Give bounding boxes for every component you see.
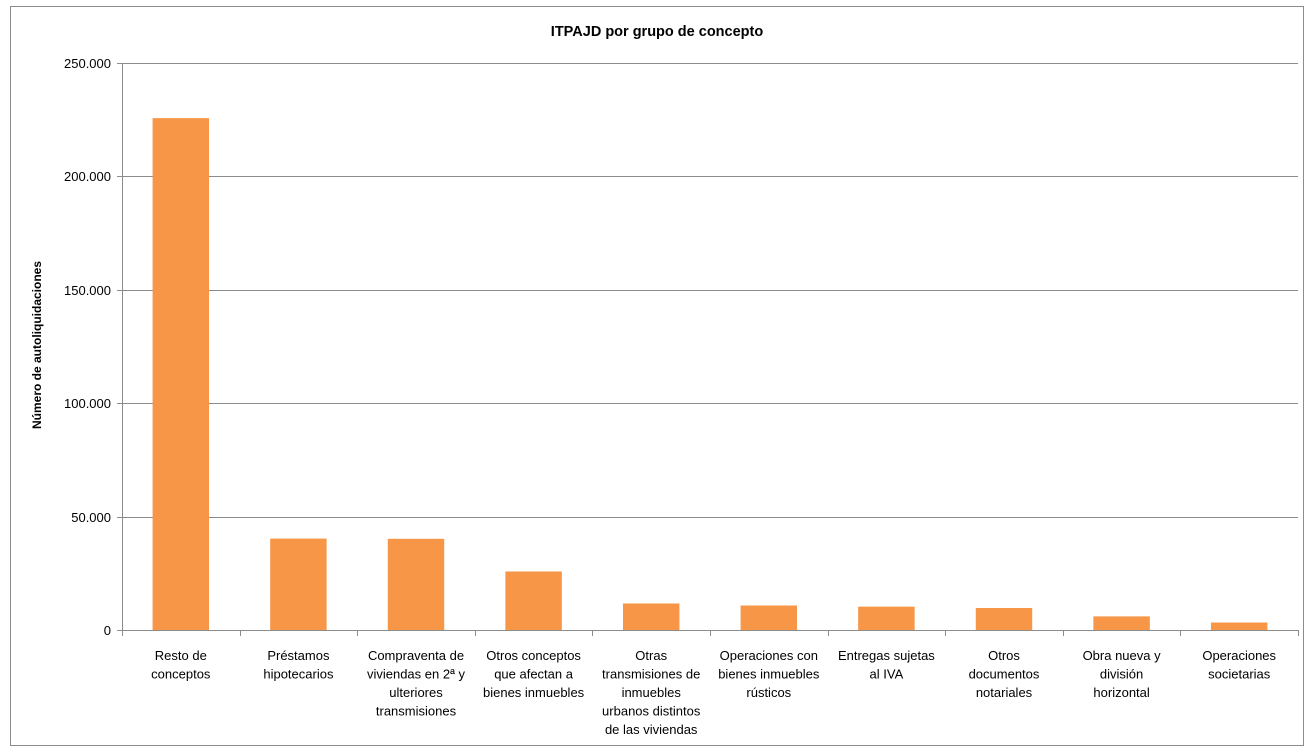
- bar: [1093, 616, 1150, 630]
- x-tick-label: Préstamos hipotecarios: [263, 648, 334, 682]
- bar: [740, 605, 798, 630]
- x-tick-label: Obra nueva y división horizontal: [1083, 648, 1162, 700]
- y-tick-label: 250.000: [64, 56, 111, 71]
- x-tick-labels: Resto de conceptos Préstamos hipotecarios Co…: [151, 648, 1276, 737]
- y-axis-label: Número de autoliquidaciones: [30, 261, 44, 429]
- y-tick-label: 150.000: [64, 283, 111, 298]
- chart-title: ITPAJD por grupo de concepto: [551, 24, 764, 40]
- axes: [117, 63, 1299, 636]
- gridlines: [122, 63, 1298, 518]
- bar: [270, 538, 327, 630]
- x-tick-label: Otros conceptos que afectan a bienes inmue…: [483, 648, 585, 700]
- x-tick-label: Operaciones con bienes inmuebles rústicos: [718, 648, 820, 700]
- bar: [975, 608, 1033, 630]
- bar: [858, 606, 915, 630]
- x-tick-label: Compraventa de viviendas en 2ª y ulteriore…: [367, 648, 466, 719]
- bar: [152, 118, 210, 630]
- x-tick-label: Entregas sujetas al IVA: [838, 648, 935, 682]
- x-tick-label: Operaciones societarias: [1202, 648, 1276, 682]
- y-tick-label: 50.000: [71, 510, 111, 525]
- bars: [152, 118, 1268, 630]
- x-tick-label: Otras transmisiones de inmuebles urbanos di…: [602, 648, 701, 737]
- y-tick-label: 200.000: [64, 169, 111, 184]
- x-tick-label: Resto de conceptos: [151, 648, 211, 682]
- bar: [387, 538, 445, 630]
- bar: [1210, 622, 1268, 630]
- y-tick-label: 100.000: [64, 396, 111, 411]
- bar: [622, 603, 680, 630]
- bar: [505, 571, 562, 630]
- x-tick-label: Otros documentos notariales: [969, 648, 1040, 700]
- y-tick-label: 0: [104, 623, 111, 638]
- y-tick-labels: 0 50.000 100.000 150.000 200.000 250.000: [64, 56, 111, 638]
